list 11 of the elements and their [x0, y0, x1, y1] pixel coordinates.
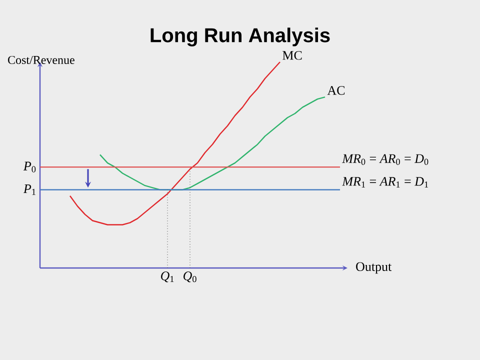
series-label: MR$_{0}$ = AR$_{0}$ = D$_{0}$	[342, 154, 428, 165]
text: P$_{0}$	[23, 162, 36, 172]
x-axis-title: Output	[356, 262, 392, 274]
series-label: MR$_{1}$ = AR$_{1}$ = D$_{1}$	[342, 177, 428, 188]
x-tick-label: Q$_{0}$	[184, 272, 196, 282]
chart-title: Long Run Analysis	[150, 28, 330, 46]
series-label: AC	[327, 86, 345, 95]
y-axis-title: Cost/Revenue	[8, 56, 74, 64]
text: P$_{1}$	[23, 184, 36, 195]
series-label: MC	[282, 51, 302, 60]
x-tick-label: Q$_{1}$	[161, 272, 174, 282]
